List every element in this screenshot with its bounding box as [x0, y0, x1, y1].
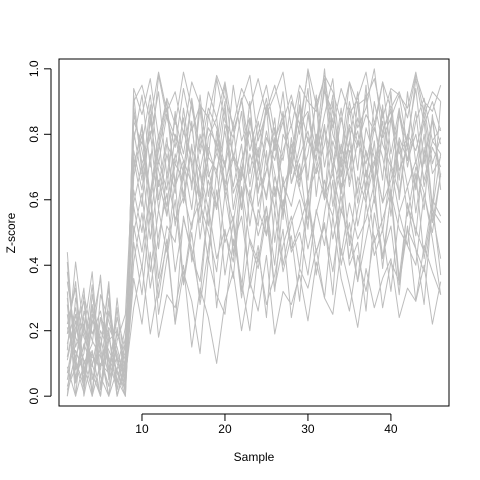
- x-tick-label: 30: [301, 422, 315, 436]
- series-line-21: [66, 215, 442, 397]
- y-axis-label: Z-score: [4, 212, 18, 253]
- y-tick-label: 0.2: [27, 322, 41, 339]
- series-line-22: [66, 91, 442, 397]
- x-axis-label: Sample: [234, 450, 275, 464]
- series-line-19: [66, 163, 442, 397]
- y-tick-label: 0.0: [27, 388, 41, 405]
- series-layer: [66, 68, 442, 397]
- series-line-20: [66, 81, 442, 397]
- y-axis: 0.0 0.2 0.4 0.6 0.8 1.0: [27, 60, 52, 405]
- y-tick-label: 0.8: [27, 126, 41, 143]
- y-tick-label: 0.6: [27, 191, 41, 208]
- x-tick-label: 10: [135, 422, 149, 436]
- x-tick-label: 40: [384, 422, 398, 436]
- x-axis: 10 20 30 40: [135, 413, 398, 436]
- y-tick-label: 0.4: [27, 257, 41, 274]
- series-line-15: [66, 248, 442, 397]
- y-tick-label: 1.0: [27, 60, 41, 77]
- series-line-9: [66, 182, 442, 397]
- x-tick-label: 20: [218, 422, 232, 436]
- plot-frame: [58, 58, 450, 407]
